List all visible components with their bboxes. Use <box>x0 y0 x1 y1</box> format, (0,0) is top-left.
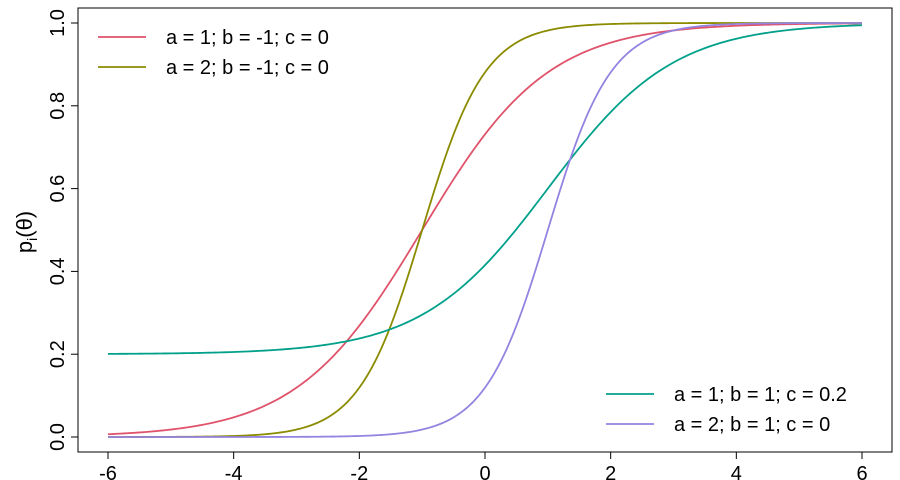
series-line-2 <box>108 22 862 438</box>
series-layer <box>107 22 863 438</box>
x-tick-label: 2 <box>605 463 616 480</box>
y-tick-label: 0.8 <box>47 92 69 120</box>
legend-item: a = 2; b = -1; c = 0 <box>98 57 329 79</box>
legend-label: a = 1; b = 1; c = 0.2 <box>674 384 847 406</box>
legend-bottom-right: a = 1; b = 1; c = 0.2 a = 2; b = 1; c = 0 <box>606 384 847 436</box>
x-tick-label: 6 <box>856 463 867 480</box>
y-tick-label: 0.0 <box>47 423 69 451</box>
legend-item: a = 1; b = 1; c = 0.2 <box>606 384 847 406</box>
y-axis: 0.0 0.2 0.4 0.6 0.8 1.0 <box>47 9 79 451</box>
legend-label: a = 1; b = -1; c = 0 <box>166 27 329 49</box>
x-axis: -6 -4 -2 0 2 4 6 <box>99 451 868 480</box>
x-tick-label: -6 <box>99 463 117 480</box>
legend-label: a = 2; b = -1; c = 0 <box>166 57 329 79</box>
series-line-3 <box>107 24 863 355</box>
x-tick-label: 0 <box>479 463 490 480</box>
y-tick-label: 1.0 <box>47 9 69 37</box>
y-axis-title: pi(θ) <box>12 211 40 253</box>
series-line-4 <box>108 22 862 438</box>
x-tick-label: 4 <box>731 463 742 480</box>
y-axis-title-main: p <box>12 241 37 253</box>
legend-item: a = 1; b = -1; c = 0 <box>98 27 329 49</box>
legend-item: a = 2; b = 1; c = 0 <box>606 414 830 436</box>
y-tick-label: 0.6 <box>47 175 69 203</box>
legend-layer: a = 1; b = -1; c = 0 a = 2; b = -1; c = 0… <box>98 27 847 436</box>
legend-label: a = 2; b = 1; c = 0 <box>674 414 830 436</box>
y-axis-title-subscript: i <box>24 238 40 241</box>
y-tick-label: 0.4 <box>47 257 69 285</box>
legend-top-left: a = 1; b = -1; c = 0 a = 2; b = -1; c = 0 <box>98 27 329 79</box>
y-tick-label: 0.2 <box>47 340 69 368</box>
x-tick-label: -4 <box>225 463 243 480</box>
y-axis-title-suffix: (θ) <box>12 211 37 238</box>
series-line-1 <box>107 22 863 436</box>
x-tick-label: -2 <box>350 463 368 480</box>
